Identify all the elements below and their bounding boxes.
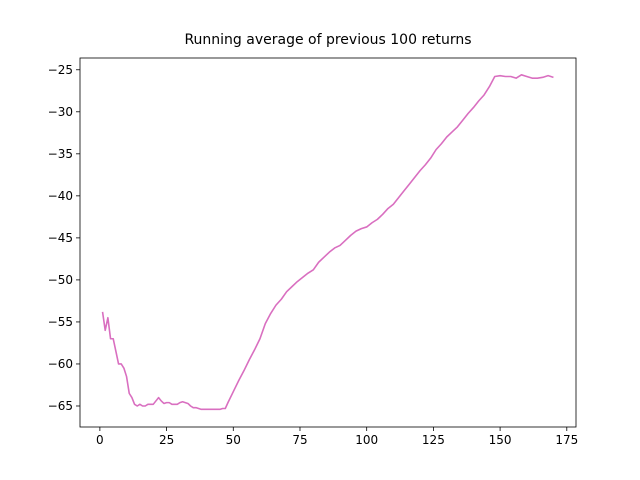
x-tick-label: 75 xyxy=(292,433,307,447)
line-series xyxy=(101,74,554,411)
y-tick-label: −55 xyxy=(48,315,73,329)
y-tick-label: −45 xyxy=(48,231,73,245)
y-tick-label: −25 xyxy=(48,63,73,77)
x-tick-label: 100 xyxy=(355,433,378,447)
y-tick-label: −40 xyxy=(48,189,73,203)
x-tick-label: 25 xyxy=(159,433,174,447)
x-tick-label: 50 xyxy=(226,433,241,447)
y-tick-label: −60 xyxy=(48,357,73,371)
plot-frame xyxy=(79,57,577,428)
x-tick-label: 175 xyxy=(555,433,578,447)
x-tick-label: 0 xyxy=(96,433,104,447)
y-tick-label: −30 xyxy=(48,105,73,119)
y-tick-label: −65 xyxy=(48,399,73,413)
y-tick-label: −50 xyxy=(48,273,73,287)
y-tick-label: −35 xyxy=(48,147,73,161)
x-tick-label: 150 xyxy=(489,433,512,447)
chart-title: Running average of previous 100 returns xyxy=(184,32,471,48)
x-tick-label: 125 xyxy=(422,433,445,447)
